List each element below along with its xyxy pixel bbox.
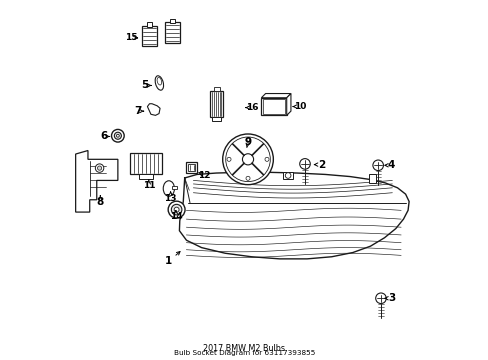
Bar — [210, 91, 223, 117]
Text: 3: 3 — [387, 293, 394, 303]
Bar — [164, 22, 180, 43]
Bar — [262, 99, 285, 114]
Ellipse shape — [155, 76, 163, 90]
Circle shape — [245, 138, 249, 142]
Text: 5: 5 — [142, 80, 149, 90]
Circle shape — [222, 134, 273, 185]
Circle shape — [225, 137, 270, 181]
Circle shape — [264, 157, 268, 161]
Bar — [139, 175, 153, 179]
Circle shape — [174, 207, 179, 212]
Polygon shape — [261, 94, 290, 98]
Circle shape — [114, 132, 121, 139]
Circle shape — [299, 159, 310, 169]
Bar — [213, 87, 220, 91]
Circle shape — [111, 129, 124, 142]
Bar — [142, 26, 157, 46]
Bar — [169, 19, 175, 23]
Text: 6: 6 — [100, 131, 107, 141]
Polygon shape — [147, 104, 160, 115]
Circle shape — [171, 204, 182, 215]
Bar — [146, 22, 152, 27]
Text: 2017 BMW M2 Bulbs: 2017 BMW M2 Bulbs — [203, 344, 285, 353]
Circle shape — [97, 166, 102, 170]
Circle shape — [168, 201, 184, 218]
Text: 14: 14 — [169, 212, 182, 221]
Circle shape — [285, 173, 290, 178]
Bar — [368, 175, 376, 183]
Polygon shape — [286, 94, 290, 115]
Text: 1: 1 — [165, 256, 172, 266]
Text: 7: 7 — [134, 106, 141, 116]
Ellipse shape — [163, 181, 174, 196]
Text: 11: 11 — [142, 181, 155, 190]
Text: 4: 4 — [387, 160, 394, 170]
Text: 10: 10 — [293, 102, 305, 111]
Text: 9: 9 — [244, 137, 251, 147]
Circle shape — [242, 154, 253, 165]
Circle shape — [116, 134, 119, 137]
Circle shape — [375, 293, 386, 303]
Circle shape — [372, 160, 383, 171]
Bar — [186, 162, 197, 173]
Text: 8: 8 — [97, 197, 103, 207]
Text: 12: 12 — [197, 171, 210, 180]
Text: 16: 16 — [245, 103, 258, 112]
Text: Bulb Socket Diagram for 63117393855: Bulb Socket Diagram for 63117393855 — [173, 350, 315, 356]
Text: 2: 2 — [318, 159, 325, 170]
Text: 13: 13 — [164, 194, 177, 203]
Bar — [171, 186, 176, 189]
Circle shape — [245, 176, 249, 180]
Bar — [261, 98, 286, 115]
Circle shape — [95, 164, 103, 172]
Bar — [212, 117, 221, 121]
Text: 15: 15 — [125, 33, 137, 42]
Polygon shape — [76, 150, 118, 212]
Bar — [130, 153, 162, 175]
Circle shape — [226, 157, 230, 161]
Bar — [188, 164, 195, 171]
Bar — [283, 172, 292, 179]
